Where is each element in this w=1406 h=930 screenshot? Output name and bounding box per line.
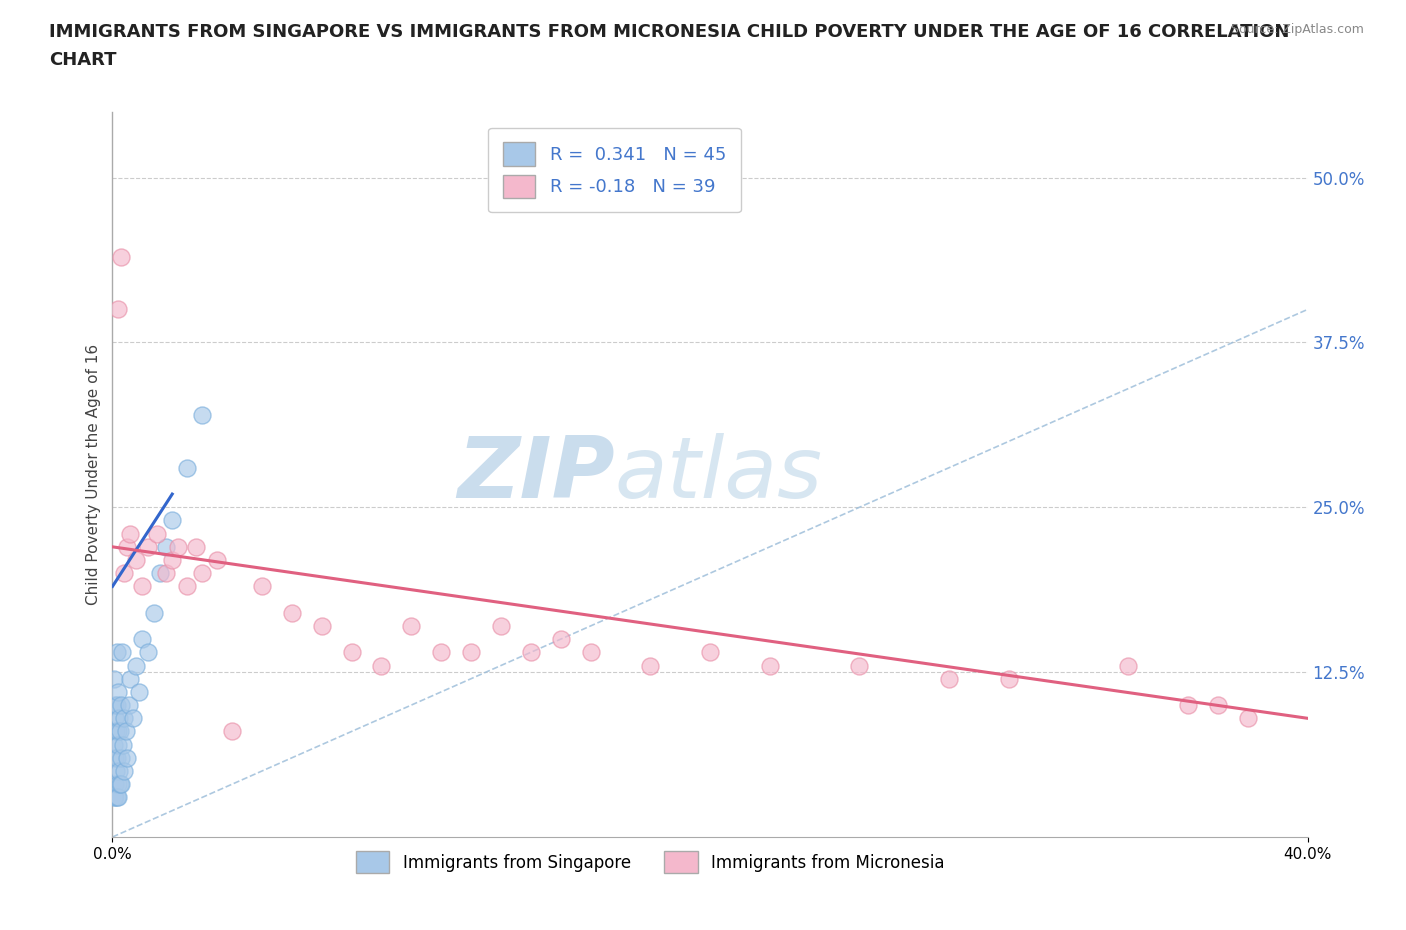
- Point: [125, 552, 148, 567]
- Point: [117, 539, 139, 554]
- Point: [176, 460, 198, 475]
- Point: [138, 539, 160, 554]
- Point: [281, 605, 304, 620]
- Point: [138, 644, 160, 659]
- Point: [115, 724, 138, 739]
- Point: [131, 579, 153, 594]
- Point: [120, 671, 142, 686]
- Point: [162, 552, 183, 567]
- Point: [108, 777, 131, 791]
- Point: [250, 579, 273, 594]
- Point: [107, 724, 129, 739]
- Legend: Immigrants from Singapore, Immigrants from Micronesia: Immigrants from Singapore, Immigrants fr…: [350, 844, 950, 880]
- Point: [489, 618, 512, 633]
- Point: [110, 751, 132, 765]
- Point: [155, 565, 177, 580]
- Point: [167, 539, 190, 554]
- Point: [938, 671, 960, 686]
- Point: [114, 711, 135, 725]
- Text: CHART: CHART: [49, 51, 117, 69]
- Point: [1237, 711, 1260, 725]
- Point: [105, 698, 128, 712]
- Point: [131, 631, 153, 646]
- Point: [103, 671, 125, 686]
- Point: [104, 711, 127, 725]
- Point: [107, 302, 129, 317]
- Point: [759, 658, 782, 673]
- Text: atlas: atlas: [614, 432, 823, 516]
- Point: [146, 526, 169, 541]
- Text: IMMIGRANTS FROM SINGAPORE VS IMMIGRANTS FROM MICRONESIA CHILD POVERTY UNDER THE : IMMIGRANTS FROM SINGAPORE VS IMMIGRANTS …: [49, 23, 1289, 41]
- Point: [107, 777, 129, 791]
- Point: [107, 737, 129, 752]
- Point: [110, 698, 132, 712]
- Point: [699, 644, 721, 659]
- Point: [122, 711, 145, 725]
- Point: [125, 658, 148, 673]
- Point: [117, 751, 139, 765]
- Point: [1206, 698, 1229, 712]
- Point: [108, 764, 131, 778]
- Text: Source: ZipAtlas.com: Source: ZipAtlas.com: [1230, 23, 1364, 36]
- Point: [520, 644, 543, 659]
- Point: [107, 684, 129, 699]
- Point: [430, 644, 453, 659]
- Point: [105, 790, 128, 804]
- Point: [155, 539, 177, 554]
- Point: [128, 684, 150, 699]
- Point: [105, 644, 128, 659]
- Point: [110, 777, 132, 791]
- Point: [176, 579, 198, 594]
- Point: [111, 644, 134, 659]
- Point: [998, 671, 1021, 686]
- Point: [460, 644, 482, 659]
- Text: ZIP: ZIP: [457, 432, 614, 516]
- Point: [108, 724, 131, 739]
- Point: [186, 539, 208, 554]
- Point: [105, 751, 128, 765]
- Point: [191, 407, 214, 422]
- Point: [401, 618, 423, 633]
- Point: [118, 698, 141, 712]
- Point: [104, 777, 127, 791]
- Point: [112, 764, 135, 778]
- Point: [111, 737, 134, 752]
- Point: [149, 565, 172, 580]
- Point: [311, 618, 333, 633]
- Point: [108, 711, 131, 725]
- Point: [205, 552, 228, 567]
- Point: [143, 605, 166, 620]
- Point: [579, 644, 602, 659]
- Point: [221, 724, 243, 739]
- Point: [107, 790, 129, 804]
- Point: [103, 737, 125, 752]
- Point: [640, 658, 662, 673]
- Point: [104, 790, 127, 804]
- Point: [162, 513, 183, 528]
- Point: [105, 724, 128, 739]
- Point: [340, 644, 363, 659]
- Point: [105, 764, 128, 778]
- Point: [1118, 658, 1140, 673]
- Point: [550, 631, 572, 646]
- Point: [848, 658, 870, 673]
- Point: [104, 751, 127, 765]
- Point: [103, 790, 125, 804]
- Point: [191, 565, 214, 580]
- Point: [114, 565, 135, 580]
- Point: [1177, 698, 1199, 712]
- Point: [370, 658, 392, 673]
- Point: [120, 526, 142, 541]
- Y-axis label: Child Poverty Under the Age of 16: Child Poverty Under the Age of 16: [86, 344, 101, 604]
- Point: [110, 249, 132, 264]
- Point: [104, 698, 127, 712]
